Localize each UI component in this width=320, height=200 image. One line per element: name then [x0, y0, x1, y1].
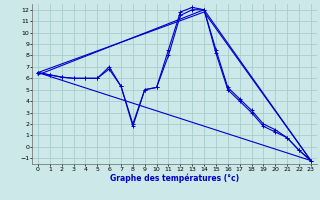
X-axis label: Graphe des températures (°c): Graphe des températures (°c)	[110, 173, 239, 183]
